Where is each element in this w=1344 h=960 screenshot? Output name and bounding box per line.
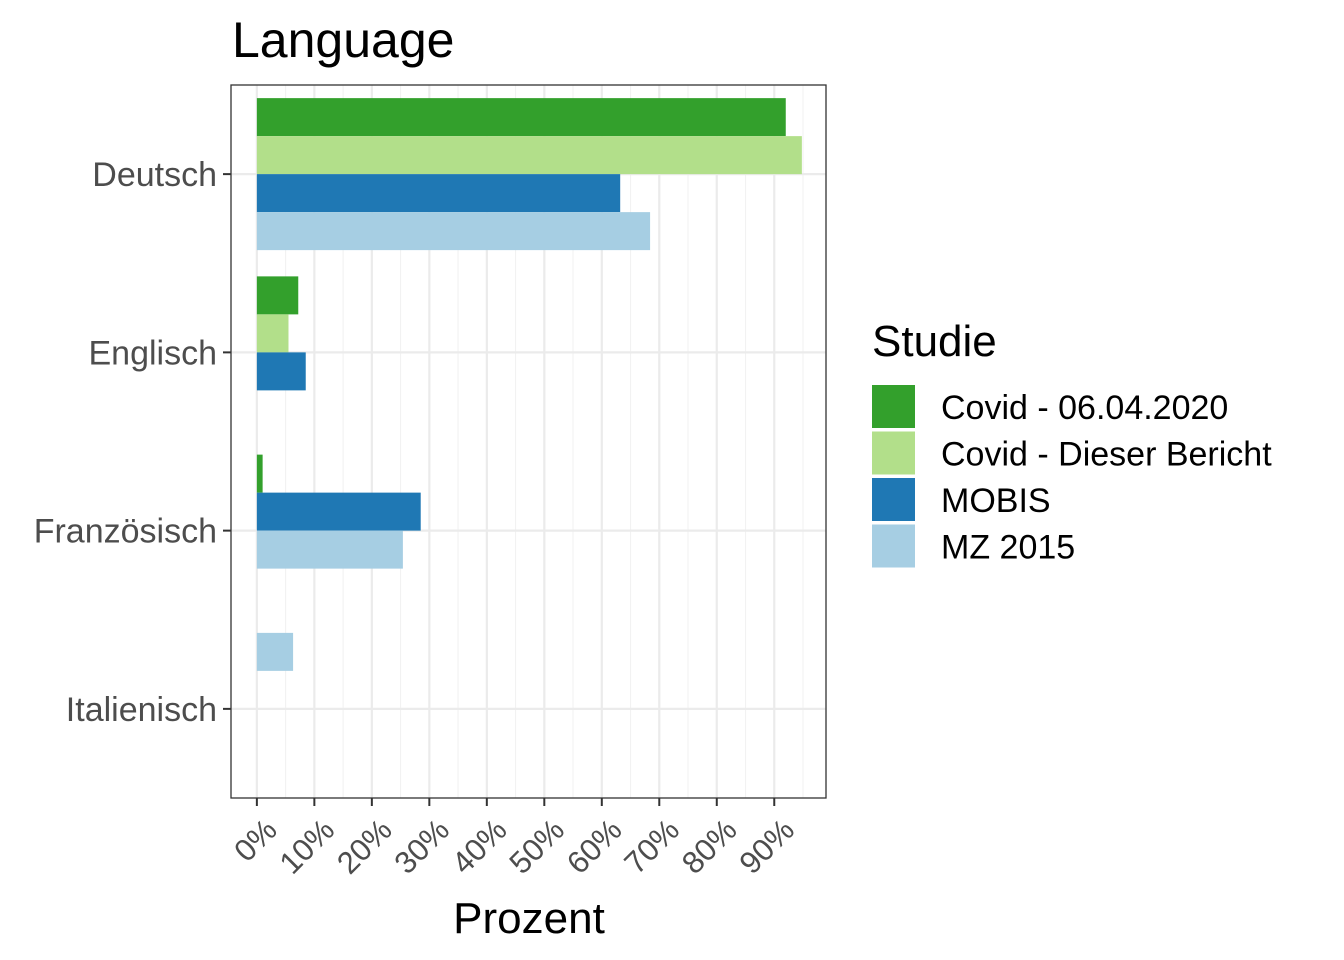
legend-key xyxy=(872,431,915,475)
bar-italienisch-mz-2015 xyxy=(256,632,294,671)
bar-deutsch-covid-06-04-2020 xyxy=(256,98,786,137)
bar-französisch-mobis xyxy=(256,492,421,531)
x-axis: 0%10%20%30%40%50%60%70%80%90% xyxy=(227,798,801,881)
x-tick-label: 90% xyxy=(732,812,801,881)
x-tick-label: 70% xyxy=(617,812,686,881)
legend-title: Studie xyxy=(872,317,997,366)
y-axis: Deutsch Englisch Französisch Italienisch xyxy=(34,156,231,729)
legend-key xyxy=(872,524,915,568)
legend-label: MOBIS xyxy=(941,482,1051,520)
x-tick-label: 80% xyxy=(675,812,744,881)
x-axis-label: Prozent xyxy=(453,894,605,943)
bars xyxy=(256,98,802,671)
bar-deutsch-mobis xyxy=(256,174,621,213)
y-tick-label: Französisch xyxy=(34,513,217,551)
y-tick-label: Deutsch xyxy=(92,156,217,194)
x-tick-label: 60% xyxy=(560,812,629,881)
bar-französisch-mz-2015 xyxy=(256,530,403,569)
y-tick-label: Italienisch xyxy=(66,691,217,729)
legend-key xyxy=(872,478,915,521)
x-tick-label: 10% xyxy=(273,812,342,881)
x-tick-label: 40% xyxy=(445,812,514,881)
bar-französisch-covid-06-04-2020 xyxy=(256,454,263,493)
legend-label: MZ 2015 xyxy=(941,529,1075,567)
x-tick-label: 50% xyxy=(502,812,571,881)
legend: Studie Covid - 06.04.2020 Covid - Dieser … xyxy=(872,317,1272,568)
y-tick-label: Englisch xyxy=(88,334,217,372)
x-tick-label: 0% xyxy=(227,812,283,868)
x-tick-label: 20% xyxy=(330,812,399,881)
legend-label: Covid - Dieser Bericht xyxy=(941,436,1272,474)
x-tick-label: 30% xyxy=(388,812,457,881)
plot-border xyxy=(230,84,827,799)
bar-englisch-mobis xyxy=(256,352,306,391)
legend-key xyxy=(872,385,915,428)
chart-title: Language xyxy=(232,12,454,68)
bar-englisch-covid-06-04-2020 xyxy=(256,276,299,315)
bar-englisch-covid-dieser-bericht xyxy=(256,314,289,353)
legend-label: Covid - 06.04.2020 xyxy=(941,389,1228,427)
bar-deutsch-mz-2015 xyxy=(256,212,651,251)
bar-deutsch-covid-dieser-bericht xyxy=(256,136,802,175)
